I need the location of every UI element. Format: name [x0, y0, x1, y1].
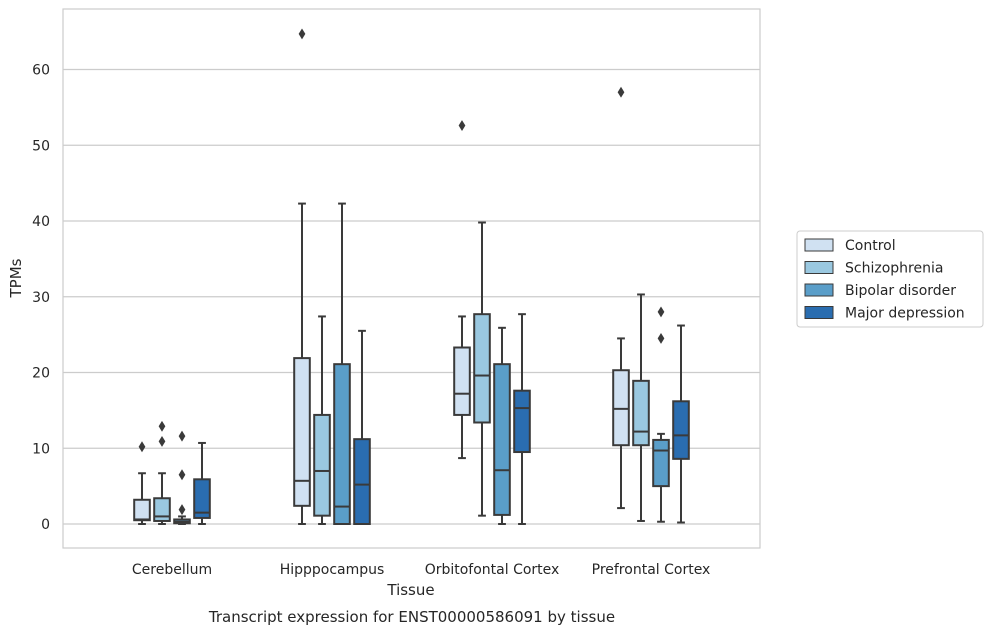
box-body: [293, 357, 311, 507]
box-body: [513, 389, 531, 454]
legend-swatch: [804, 238, 834, 252]
box-body: [313, 413, 331, 517]
legend-item: Major depression: [804, 306, 965, 322]
legend: Control Schizophrenia Bipolar disorder Majo…: [796, 230, 984, 328]
outlier-point: [178, 469, 186, 481]
y-tick-label: 0: [41, 517, 50, 533]
legend-label: Major depression: [845, 306, 965, 322]
gridlines: [63, 68, 760, 525]
box-body: [133, 498, 151, 522]
box-body: [473, 313, 491, 424]
x-tick-label: Prefrontal Cortex: [592, 562, 711, 578]
box: [473, 221, 491, 517]
x-axis-ticks: Cerebellum Hipppocampus Orbitofontal Corte…: [132, 562, 710, 578]
box: [513, 313, 531, 525]
box: [632, 293, 650, 522]
box: [672, 324, 690, 524]
box: [133, 441, 151, 525]
plot-area-frame: [62, 8, 761, 549]
y-tick-label: 30: [32, 290, 50, 306]
outlier-point: [158, 435, 166, 447]
legend-item: Bipolar disorder: [804, 283, 956, 299]
outlier-point: [657, 332, 665, 344]
box: [333, 202, 351, 526]
legend-label: Bipolar disorder: [845, 283, 956, 299]
legend-label: Control: [845, 238, 896, 254]
outlier-point: [138, 441, 146, 453]
series-bipolar-disorder: [173, 202, 670, 526]
box-body: [333, 363, 351, 526]
box-body: [353, 438, 371, 525]
series-control: [133, 28, 630, 525]
box-body: [652, 438, 670, 488]
legend-item: Schizophrenia: [804, 261, 943, 277]
outlier-point: [178, 504, 186, 516]
y-axis-ticks: 0 10 20 30 40 50 60: [32, 63, 50, 534]
x-tick-label: Cerebellum: [132, 562, 212, 578]
legend-frame: [796, 230, 984, 328]
y-tick-label: 20: [32, 366, 50, 382]
legend-item: Control: [804, 238, 896, 254]
outlier-point: [298, 28, 306, 40]
box: [173, 430, 191, 525]
box-body: [632, 379, 650, 447]
box: [153, 420, 171, 525]
y-tick-label: 60: [32, 63, 50, 79]
box: [612, 86, 630, 510]
legend-swatch: [804, 306, 834, 319]
y-tick-label: 10: [32, 441, 50, 457]
outlier-point: [178, 430, 186, 442]
box: [353, 329, 371, 525]
series-schizophrenia: [153, 221, 650, 525]
chart-caption: Transcript expression for ENST0000058609…: [208, 608, 615, 626]
legend-swatch: [804, 261, 834, 274]
x-tick-label: Hipppocampus: [280, 562, 385, 578]
series-major-depression: [193, 313, 690, 525]
box-body: [672, 400, 690, 460]
outlier-point: [458, 120, 466, 132]
legend-label: Schizophrenia: [845, 261, 943, 277]
y-tick-label: 50: [32, 138, 50, 154]
y-axis-label: TPMs: [7, 258, 25, 298]
box: [652, 306, 670, 523]
box-body: [612, 369, 630, 447]
legend-swatch: [804, 283, 834, 297]
box: [293, 28, 311, 525]
box-body: [193, 478, 211, 519]
outlier-point: [657, 306, 665, 318]
x-axis-label: Tissue: [386, 581, 434, 599]
x-tick-label: Orbitofontal Cortex: [425, 562, 560, 578]
y-tick-label: 40: [32, 214, 50, 230]
box: [453, 120, 471, 460]
box-series: [133, 28, 690, 526]
outlier-point: [158, 420, 166, 432]
box-body: [453, 346, 471, 416]
outlier-point: [617, 86, 625, 98]
box: [313, 315, 331, 525]
box: [493, 326, 511, 525]
box-body: [493, 363, 511, 516]
box-body: [153, 497, 171, 522]
box: [193, 441, 211, 525]
